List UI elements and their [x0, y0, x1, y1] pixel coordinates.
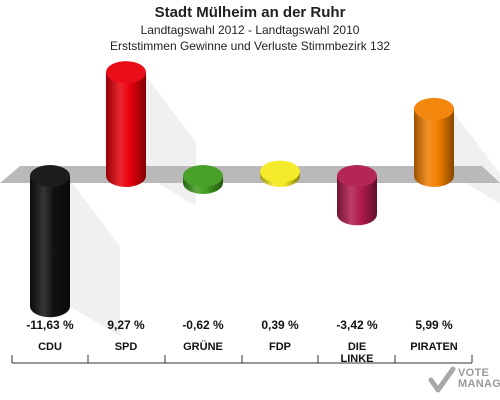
bar-gruene: [183, 165, 223, 194]
chart-header: Stadt Mülheim an der Ruhr Landtagswahl 2…: [0, 4, 500, 54]
value-label-gruene: -0,62 %: [182, 318, 224, 332]
value-label-dielinke: -3,42 %: [336, 318, 378, 332]
category-label-piraten: PIRATEN: [410, 341, 458, 353]
chart-subtitle-district: Erststimmen Gewinne und Verluste Stimmbe…: [109, 39, 391, 53]
bar-fdp: [260, 160, 300, 187]
watermark-line2: MANAGER: [458, 378, 500, 390]
watermark-line1: VOTE: [458, 367, 490, 379]
category-label-dielinke: DIE LINKE: [312, 341, 402, 365]
category-label-spd: SPD: [114, 341, 138, 353]
chart-subtitle-election: Landtagswahl 2012 - Landtagswahl 2010: [140, 23, 360, 37]
bar-shadow-piraten: [454, 112, 500, 204]
vote-manager-watermark: VOTE MANAGER: [428, 366, 500, 398]
category-label-gruene: GRÜNE: [183, 341, 223, 353]
category-label-cdu: CDU: [38, 341, 62, 353]
value-label-piraten: 5,99 %: [415, 318, 453, 332]
category-label-dielinke-line2: LINKE: [340, 353, 374, 365]
value-label-fdp: 0,39 %: [261, 318, 299, 332]
checkmark-logo-icon: [428, 366, 456, 393]
bar-piraten: [414, 97, 454, 187]
chart-title: Stadt Mülheim an der Ruhr: [154, 4, 346, 21]
value-label-spd: 9,27 %: [107, 318, 145, 332]
bar-cdu: [30, 165, 70, 318]
bar-spd: [106, 61, 146, 187]
value-label-cdu: -11,63 %: [26, 318, 74, 332]
bar-shadow-cdu: [70, 180, 120, 337]
category-label-fdp: FDP: [269, 341, 291, 353]
category-label-dielinke-line1: DIE: [347, 341, 367, 353]
bar-dielinke: [337, 165, 377, 226]
